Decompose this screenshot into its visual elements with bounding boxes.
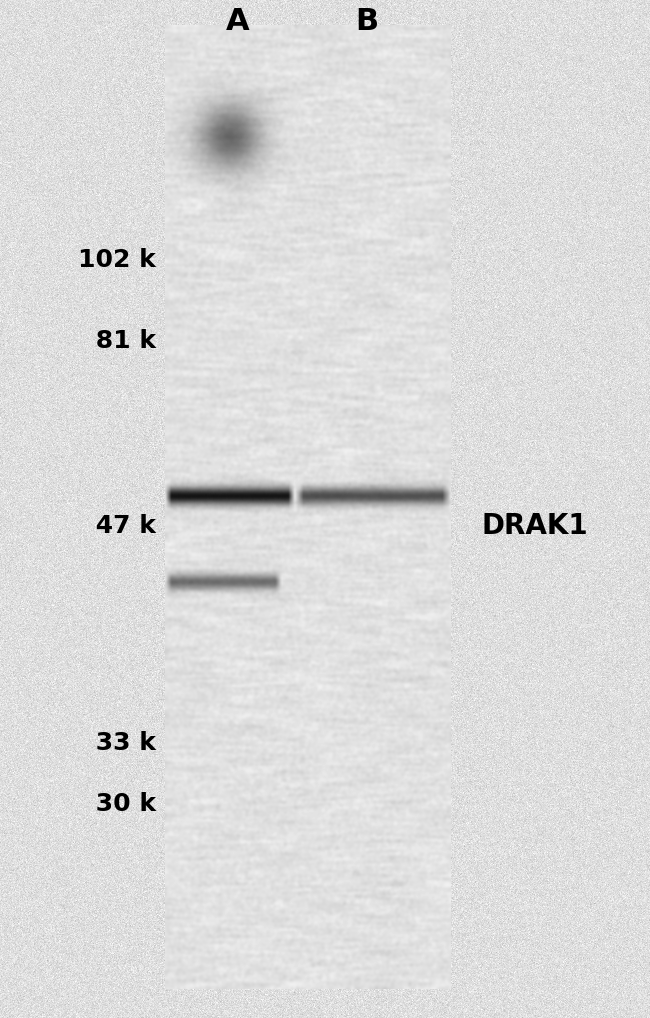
Text: B: B — [356, 7, 379, 36]
Text: DRAK1: DRAK1 — [481, 512, 588, 541]
Text: A: A — [226, 7, 249, 36]
Text: 81 k: 81 k — [87, 329, 156, 353]
Text: 30 k: 30 k — [87, 792, 156, 816]
Text: 47 k: 47 k — [87, 514, 156, 539]
Text: 33 k: 33 k — [87, 731, 156, 755]
Text: 102 k: 102 k — [78, 247, 156, 272]
